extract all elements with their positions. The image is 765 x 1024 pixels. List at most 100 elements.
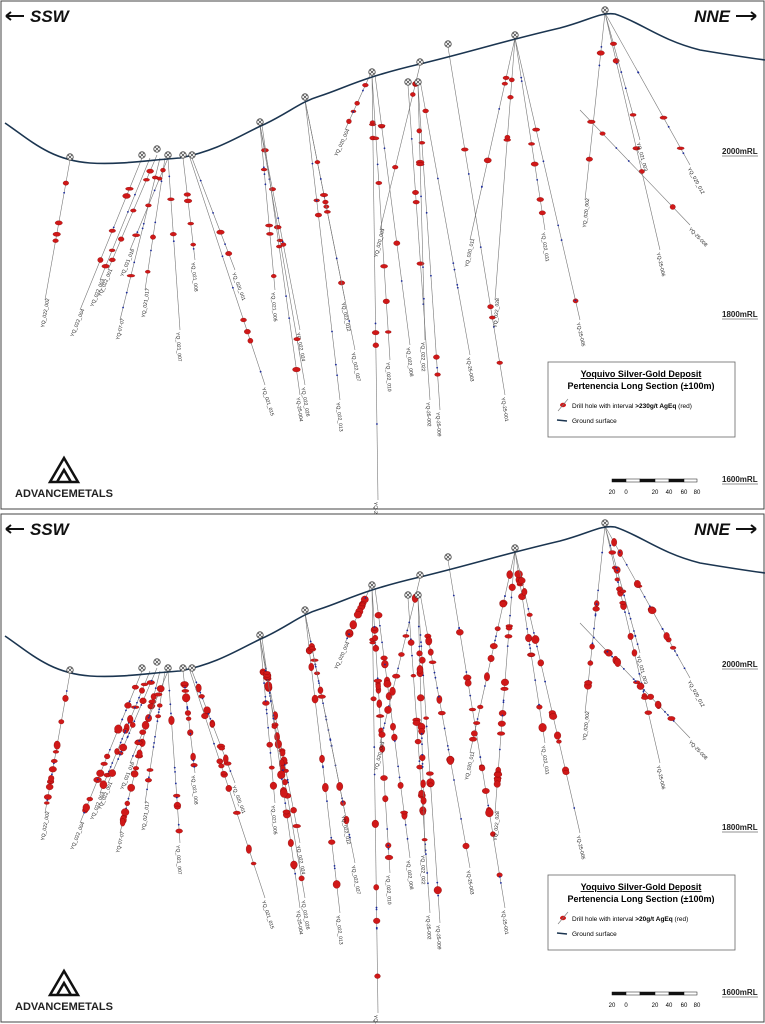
intercept bbox=[462, 842, 470, 850]
legend-text-bold: >230g/t AgEq bbox=[635, 403, 676, 410]
intercept bbox=[314, 160, 321, 165]
assay-dot bbox=[637, 71, 639, 74]
assay-dot bbox=[177, 823, 180, 826]
drill-hole bbox=[371, 587, 379, 1014]
assay-dot bbox=[406, 837, 409, 840]
intercept bbox=[281, 779, 288, 786]
scale-segment bbox=[639, 478, 656, 483]
legend-swatch-line bbox=[557, 911, 569, 925]
hole-label: YQ-25-006 bbox=[655, 765, 666, 790]
assay-dot bbox=[186, 708, 189, 710]
intercept bbox=[143, 178, 150, 182]
assay-dot bbox=[598, 64, 601, 67]
intercept bbox=[500, 686, 509, 691]
assay-dot bbox=[421, 765, 424, 768]
intercept bbox=[136, 749, 143, 758]
elevation-label: 1600mRL bbox=[722, 988, 758, 997]
intercept bbox=[62, 180, 69, 186]
scale-label: 20 bbox=[652, 1003, 659, 1009]
drill-hole bbox=[259, 124, 276, 291]
assay-dot bbox=[285, 295, 287, 298]
assay-dot bbox=[487, 804, 490, 807]
intercept bbox=[190, 752, 196, 761]
intercept bbox=[156, 685, 165, 693]
collar-cross bbox=[369, 582, 375, 588]
assay-dot bbox=[481, 185, 483, 188]
intercept bbox=[417, 694, 425, 702]
assay-dot bbox=[434, 676, 437, 679]
drill-hole bbox=[407, 84, 431, 401]
assay-dot bbox=[542, 160, 545, 163]
intercept bbox=[50, 759, 58, 764]
assay-dot bbox=[153, 189, 156, 192]
intercept bbox=[632, 146, 641, 151]
intercept bbox=[268, 765, 275, 770]
assay-dot bbox=[173, 766, 176, 769]
intercept bbox=[416, 128, 422, 134]
assay-dot bbox=[123, 731, 126, 734]
legend-ground-swatch bbox=[556, 932, 568, 935]
intercept bbox=[58, 719, 65, 725]
assay-dot bbox=[46, 799, 49, 801]
assay-dot bbox=[594, 614, 597, 617]
intercept bbox=[271, 274, 277, 279]
assay-dot bbox=[277, 217, 280, 220]
assay-dot bbox=[456, 286, 459, 289]
assay-dot bbox=[348, 833, 351, 836]
scale-label: 0 bbox=[624, 1003, 628, 1009]
intercept bbox=[369, 120, 376, 125]
intercept bbox=[501, 81, 508, 86]
assay-dot bbox=[676, 654, 679, 657]
intercept bbox=[427, 648, 434, 656]
assay-dot bbox=[148, 776, 150, 779]
intercept bbox=[52, 750, 59, 754]
intercept bbox=[631, 649, 638, 657]
scale-label: 0 bbox=[624, 490, 628, 496]
intercept bbox=[422, 108, 429, 114]
assay-dot bbox=[529, 647, 532, 650]
ground-surface bbox=[4, 12, 765, 165]
intercept bbox=[362, 83, 369, 88]
assay-dot bbox=[594, 613, 597, 615]
assay-dot bbox=[430, 274, 432, 277]
intercept bbox=[101, 264, 110, 269]
hole-label: YQ_022_012 bbox=[340, 815, 352, 845]
assay-dot bbox=[263, 682, 265, 684]
intercept bbox=[145, 270, 151, 274]
assay-dot bbox=[387, 844, 390, 847]
assay-dot bbox=[373, 625, 376, 628]
collar-cross bbox=[415, 592, 421, 598]
logo-text: ADVANCEMETALS bbox=[15, 488, 113, 500]
drill-hole bbox=[407, 597, 431, 914]
scale-label: 20 bbox=[609, 490, 616, 496]
assay-dot bbox=[666, 713, 669, 716]
intercept bbox=[611, 538, 617, 547]
intercept bbox=[414, 738, 422, 745]
hole-label: YQ_022_024 bbox=[294, 332, 306, 362]
intercept bbox=[82, 803, 90, 812]
arrow-right bbox=[736, 524, 757, 534]
collar-cross bbox=[154, 659, 160, 665]
assay-dot bbox=[294, 872, 297, 875]
assay-dot bbox=[479, 756, 482, 759]
intercept bbox=[332, 880, 341, 889]
hole-label: YQ_021_007 bbox=[174, 332, 182, 362]
assay-dot bbox=[331, 330, 333, 333]
intercept bbox=[131, 684, 139, 690]
assay-dot bbox=[120, 750, 123, 753]
intercept bbox=[190, 242, 196, 247]
collar-cross bbox=[302, 94, 308, 100]
intercept bbox=[273, 225, 282, 230]
intercept bbox=[157, 703, 163, 708]
assay-dot bbox=[280, 778, 283, 781]
assay-dot bbox=[557, 224, 560, 227]
intercept bbox=[526, 612, 533, 617]
assay-dot bbox=[154, 735, 156, 738]
assay-dot bbox=[142, 222, 145, 225]
intercept bbox=[605, 650, 613, 657]
hole-label: YQ_021_005 bbox=[269, 292, 278, 322]
assay-dot bbox=[622, 667, 625, 670]
hole-label: YQ_022_010 bbox=[384, 362, 392, 392]
drill-hole bbox=[79, 157, 143, 311]
